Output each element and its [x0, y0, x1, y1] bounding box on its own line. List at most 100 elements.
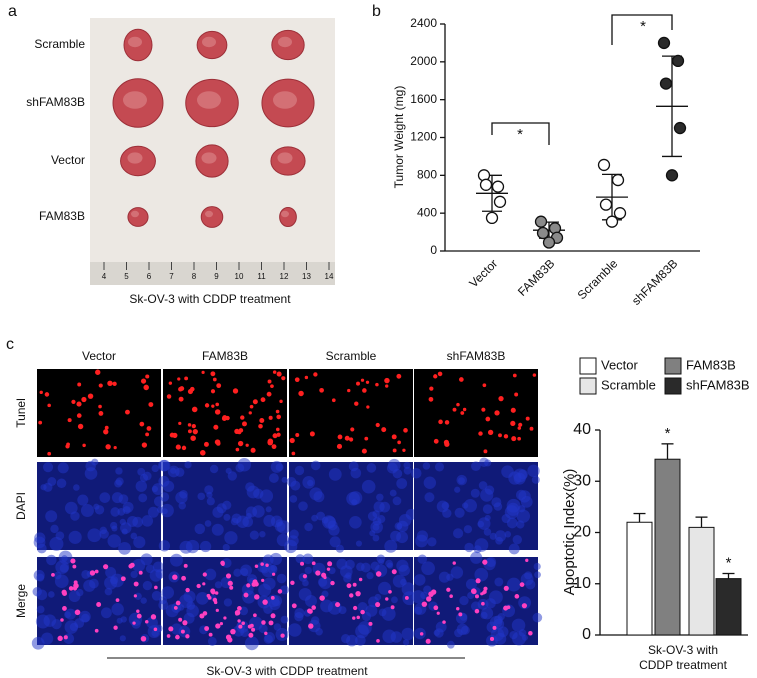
legend-label: Scramble — [601, 377, 656, 392]
nucleus — [329, 536, 341, 548]
nucleus — [170, 623, 183, 635]
nucleus — [209, 464, 219, 474]
apoptotic-cell — [140, 378, 147, 384]
apoptotic-cell — [428, 591, 434, 597]
apoptotic-cell — [254, 564, 259, 569]
apoptotic-cell — [300, 561, 305, 566]
bar — [654, 458, 681, 636]
apoptotic-cell — [356, 381, 360, 386]
nucleus — [118, 541, 131, 555]
apoptotic-cell — [225, 573, 232, 579]
nucleus — [64, 611, 71, 619]
apoptotic-cell — [267, 438, 274, 445]
apoptotic-cell — [289, 437, 295, 444]
apoptotic-cell — [57, 635, 63, 642]
nucleus — [304, 566, 312, 575]
nucleus — [140, 597, 147, 604]
nucleus — [280, 615, 289, 624]
apoptotic-cell — [404, 595, 409, 600]
apoptotic-cell — [258, 423, 263, 429]
ruler-label: 10 — [235, 272, 244, 281]
nucleus — [170, 553, 183, 567]
apoptotic-cell — [444, 420, 450, 425]
nucleus — [494, 577, 504, 587]
apoptotic-cell — [510, 407, 516, 413]
legend-label: FAM83B — [686, 357, 736, 372]
apoptotic-cell — [268, 620, 274, 626]
tumor-highlight — [281, 210, 289, 218]
apoptotic-cell — [103, 429, 109, 435]
apoptotic-cell — [251, 627, 256, 632]
apoptotic-cell — [199, 450, 206, 456]
nucleus — [110, 576, 119, 585]
nucleus — [294, 465, 305, 476]
apoptotic-cell — [444, 441, 450, 447]
apoptotic-cell — [381, 427, 387, 433]
apoptotic-cell — [458, 612, 463, 617]
nucleus — [139, 473, 149, 482]
nucleus — [463, 525, 473, 534]
apoptotic-cell — [191, 423, 196, 429]
apoptotic-cell — [364, 436, 369, 441]
nucleus — [474, 567, 489, 582]
apoptotic-cell — [385, 384, 389, 388]
apoptotic-cell — [252, 399, 258, 405]
apoptotic-cell — [313, 372, 318, 377]
data-point — [671, 54, 685, 68]
apoptotic-cell — [187, 429, 192, 434]
apoptotic-cell — [272, 370, 277, 374]
apoptotic-cell — [254, 594, 260, 600]
apoptotic-cell — [96, 602, 102, 607]
nucleus — [320, 599, 334, 613]
apoptotic-cell — [460, 411, 465, 415]
nucleus — [340, 565, 353, 578]
apoptotic-cell — [214, 409, 221, 415]
apoptotic-cell — [525, 416, 530, 421]
nucleus — [93, 503, 100, 510]
data-point — [597, 158, 611, 172]
nucleus — [204, 568, 217, 581]
apoptotic-cell — [175, 444, 181, 450]
apoptotic-cell — [76, 413, 82, 418]
nucleus — [289, 495, 298, 503]
apoptotic-cell — [210, 371, 216, 377]
y-tick-label: 40 — [573, 421, 591, 438]
nucleus — [434, 462, 445, 472]
nucleus — [211, 523, 224, 536]
nucleus — [289, 529, 299, 539]
ruler-label: 7 — [169, 272, 174, 281]
apoptotic-cell — [145, 432, 150, 437]
nucleus — [142, 580, 153, 591]
apoptotic-cell — [356, 615, 361, 620]
nucleus — [32, 587, 42, 597]
significance-bracket — [611, 14, 673, 45]
nucleus — [392, 574, 406, 588]
apoptotic-cell — [202, 582, 206, 586]
apoptotic-cell — [280, 633, 285, 638]
apoptotic-cell — [248, 411, 252, 415]
apoptotic-cell — [489, 636, 495, 641]
apoptotic-cell — [213, 424, 219, 430]
apoptotic-cell — [291, 603, 297, 609]
tumor-highlight — [202, 36, 216, 48]
apoptotic-cell — [275, 427, 280, 432]
nucleus — [489, 590, 503, 605]
apoptotic-cell — [190, 435, 196, 441]
data-point — [613, 207, 627, 220]
nucleus — [366, 463, 377, 473]
nucleus — [489, 532, 497, 540]
nucleus — [107, 534, 122, 548]
apoptotic-cell — [521, 603, 528, 609]
apoptotic-cell — [503, 585, 509, 591]
apoptotic-cell — [512, 373, 517, 378]
nucleus — [170, 467, 177, 474]
apoptotic-cell — [438, 419, 443, 425]
nucleus — [454, 507, 465, 518]
nucleus — [244, 636, 259, 651]
y-axis-label: Apoptotic Index(%) — [561, 469, 578, 596]
nucleus — [310, 616, 320, 625]
nucleus — [222, 543, 230, 552]
nucleus — [269, 552, 283, 566]
nucleus — [398, 564, 410, 577]
